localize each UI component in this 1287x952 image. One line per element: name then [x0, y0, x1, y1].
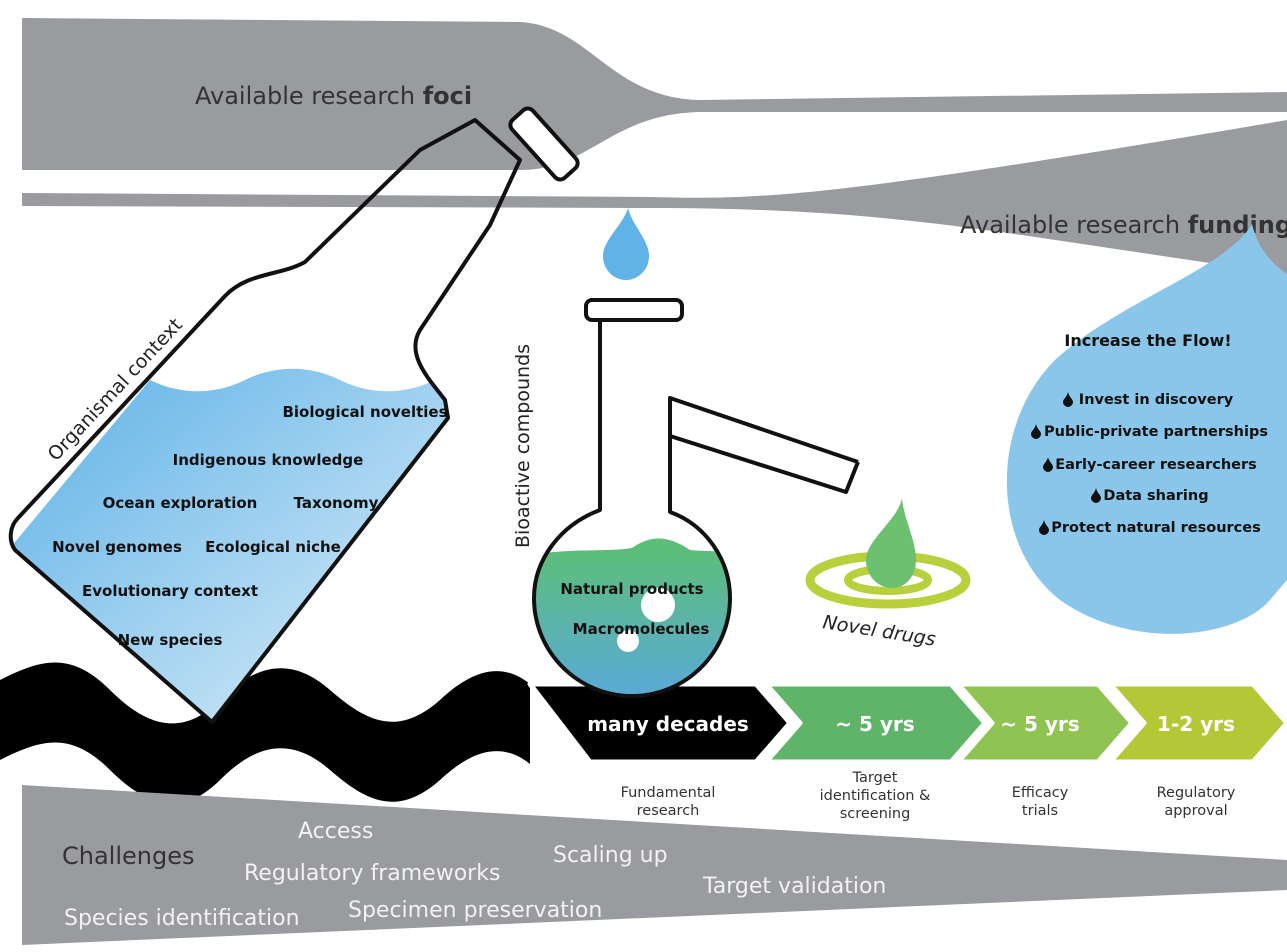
timeline-duration: ~ 5 yrs — [835, 712, 914, 736]
flask-item: Macromolecules — [573, 620, 710, 638]
bottle-item: Taxonomy — [294, 494, 379, 512]
timeline-arrow — [1107, 681, 1287, 765]
drop-bullet-icon — [1043, 457, 1053, 472]
timeline-stage-label: approval — [1164, 803, 1227, 819]
bottle-cap — [508, 106, 580, 182]
challenges-title: Challenges — [62, 842, 195, 870]
timeline-stage-label: Fundamental — [621, 785, 716, 801]
timeline-stage-label: Regulatory — [1157, 785, 1236, 801]
drop-item: Invest in discovery — [1079, 392, 1234, 408]
bottle-outline — [8, 118, 522, 724]
bottle-item-list: Biological novelties Indigenous knowledge… — [52, 403, 448, 649]
bottle-item: Biological novelties — [282, 403, 447, 421]
flask-liquid — [534, 538, 730, 696]
drop-bullet-icon — [1063, 392, 1073, 407]
flask-label: Bioactive compounds — [512, 344, 534, 548]
bottle-item: Ecological niche — [205, 538, 341, 556]
challenges-band — [22, 785, 1287, 945]
challenges-list: Challenges Access Regulatory frameworks Sca… — [62, 819, 886, 931]
timeline-stage-label: research — [637, 803, 700, 819]
research-funding-label: Available research funding — [960, 211, 1287, 239]
flask: Bioactive compounds Natural products Macr… — [512, 298, 860, 698]
challenge-item: Scaling up — [553, 843, 668, 868]
flask-neck-rim — [584, 298, 684, 322]
bottle-item: Novel genomes — [52, 538, 182, 556]
timeline-arrow — [527, 681, 793, 765]
drop-item: Protect natural resources — [1051, 520, 1261, 536]
research-foci-label: Available research foci — [195, 82, 472, 110]
bottle-item: Evolutionary context — [82, 582, 258, 600]
bottle-item: Indigenous knowledge — [173, 451, 364, 469]
drop-item: Data sharing — [1103, 488, 1208, 504]
challenge-item: Access — [298, 819, 373, 844]
challenge-item: Specimen preservation — [348, 898, 602, 923]
timeline-stage-label: Target — [852, 770, 898, 786]
novel-drugs-label: Novel drugs — [821, 611, 937, 651]
research-funding-band — [22, 120, 1287, 274]
timeline-arrow — [763, 681, 988, 765]
drop-item: Early-career researchers — [1055, 457, 1257, 473]
timeline-stage-label: identification & — [820, 788, 931, 804]
timeline-duration: ~ 5 yrs — [1000, 712, 1079, 736]
timeline-duration: many decades — [587, 712, 749, 736]
flask-side-arm — [669, 434, 860, 494]
drop-item: Public-private partnerships — [1044, 424, 1268, 440]
challenge-item: Regulatory frameworks — [244, 861, 500, 886]
novel-drugs: Novel drugs — [805, 498, 971, 651]
timeline-duration: 1-2 yrs — [1157, 712, 1235, 736]
research-foci-band — [22, 18, 1287, 170]
flask-item-list: Natural products Macromolecules — [560, 580, 709, 638]
falling-drop-icon — [603, 208, 649, 280]
challenge-item: Species identification — [64, 906, 300, 931]
timeline-stage-label: trials — [1022, 803, 1058, 819]
ground-wave — [0, 662, 530, 804]
bottle-item: New species — [118, 631, 223, 649]
timeline-stage-label: Efficacy — [1012, 785, 1069, 801]
funding-drop — [1006, 224, 1287, 634]
drop-bullet-icon — [1091, 488, 1101, 503]
green-drop-icon — [866, 498, 916, 588]
drop-item-list: Invest in discovery Public-private partne… — [1031, 392, 1268, 536]
flask-item: Natural products — [560, 580, 703, 598]
bottle-item: Ocean exploration — [103, 494, 258, 512]
flask-outline — [532, 318, 859, 698]
drop-title: Increase the Flow! — [1064, 331, 1231, 350]
timeline-arrow — [955, 681, 1135, 765]
timeline-stage-label: screening — [840, 806, 911, 822]
challenge-item: Target validation — [702, 874, 886, 899]
drop-bullet-icon — [1039, 520, 1049, 535]
drop-bullet-icon — [1031, 424, 1041, 439]
timeline: many decades Fundamental research ~ 5 yrs Ta… — [527, 681, 1287, 822]
